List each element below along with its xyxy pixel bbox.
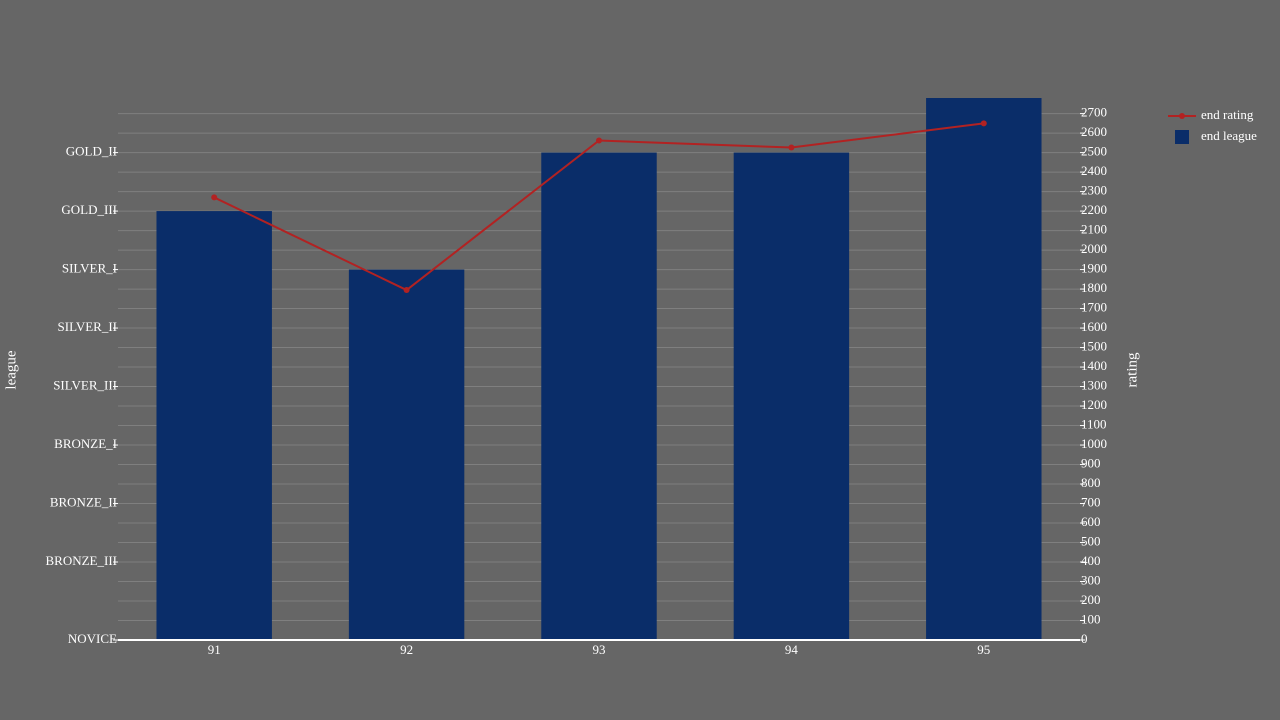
- y2-tick-label: 1800: [1081, 280, 1107, 295]
- y2-tick-label: 1500: [1081, 339, 1107, 354]
- line-point: [211, 194, 218, 201]
- y2-tick-label: 2000: [1081, 241, 1107, 256]
- y2-tick-label: 1700: [1081, 300, 1107, 315]
- y-tick-label: BRONZE_III: [46, 553, 118, 568]
- y2-axis-title: rating: [1124, 352, 1140, 387]
- x-tick-label: 91: [208, 642, 221, 657]
- y2-tick-label: 1100: [1081, 417, 1107, 432]
- y-tick-label: SILVER_I: [62, 261, 117, 276]
- y-tick-label: SILVER_III: [53, 378, 117, 393]
- y2-tick-label: 100: [1081, 611, 1101, 626]
- y2-tick-label: 700: [1081, 495, 1101, 510]
- y-tick-label: NOVICE: [68, 631, 117, 646]
- y2-tick-label: 1200: [1081, 397, 1107, 412]
- bar: [156, 211, 272, 640]
- y2-tick-label: 0: [1081, 631, 1088, 646]
- y2-tick-label: 2600: [1081, 124, 1107, 139]
- y-tick-label: SILVER_II: [58, 319, 117, 334]
- y2-tick-label: 2100: [1081, 222, 1107, 237]
- x-tick-label: 95: [977, 642, 990, 657]
- y2-tick-label: 2300: [1081, 183, 1107, 198]
- y2-tick-label: 800: [1081, 475, 1101, 490]
- y2-tick-label: 2500: [1081, 144, 1107, 159]
- legend-marker: [1179, 113, 1185, 119]
- y2-tick-label: 500: [1081, 534, 1101, 549]
- y2-tick-label: 1300: [1081, 378, 1107, 393]
- line-point: [980, 120, 987, 127]
- line-point: [403, 287, 410, 294]
- line-point: [596, 137, 602, 144]
- y2-tick-label: 2700: [1081, 105, 1107, 120]
- legend-label: end rating: [1201, 107, 1254, 122]
- x-tick-label: 93: [593, 642, 606, 657]
- x-tick-label: 92: [400, 642, 413, 657]
- y-tick-label: GOLD_III: [61, 202, 117, 217]
- legend-swatch: [1175, 130, 1189, 144]
- y2-tick-label: 200: [1081, 592, 1101, 607]
- bar: [733, 152, 850, 640]
- y-tick-label: BRONZE_II: [50, 495, 117, 510]
- plot-area: [156, 98, 1042, 640]
- x-tick-label: 94: [785, 642, 799, 657]
- y2-tick-label: 900: [1081, 456, 1101, 471]
- y-tick-label: BRONZE_I: [54, 436, 117, 451]
- y2-tick-label: 1400: [1081, 358, 1107, 373]
- y-tick-label: GOLD_II: [66, 144, 117, 159]
- y2-tick-label: 600: [1081, 514, 1101, 529]
- bar: [541, 152, 657, 640]
- line-point: [788, 144, 795, 151]
- y2-tick-label: 300: [1081, 572, 1101, 587]
- y-axis-title: league: [3, 350, 19, 389]
- y2-tick-label: 1600: [1081, 319, 1107, 334]
- y2-tick-label: 1000: [1081, 436, 1107, 451]
- bar: [348, 269, 465, 640]
- y2-tick-label: 2200: [1081, 202, 1107, 217]
- y2-tick-label: 400: [1081, 553, 1101, 568]
- y2-tick-label: 2400: [1081, 163, 1107, 178]
- y2-tick-label: 1900: [1081, 261, 1107, 276]
- bar: [926, 98, 1042, 640]
- legend-label: end league: [1201, 128, 1257, 143]
